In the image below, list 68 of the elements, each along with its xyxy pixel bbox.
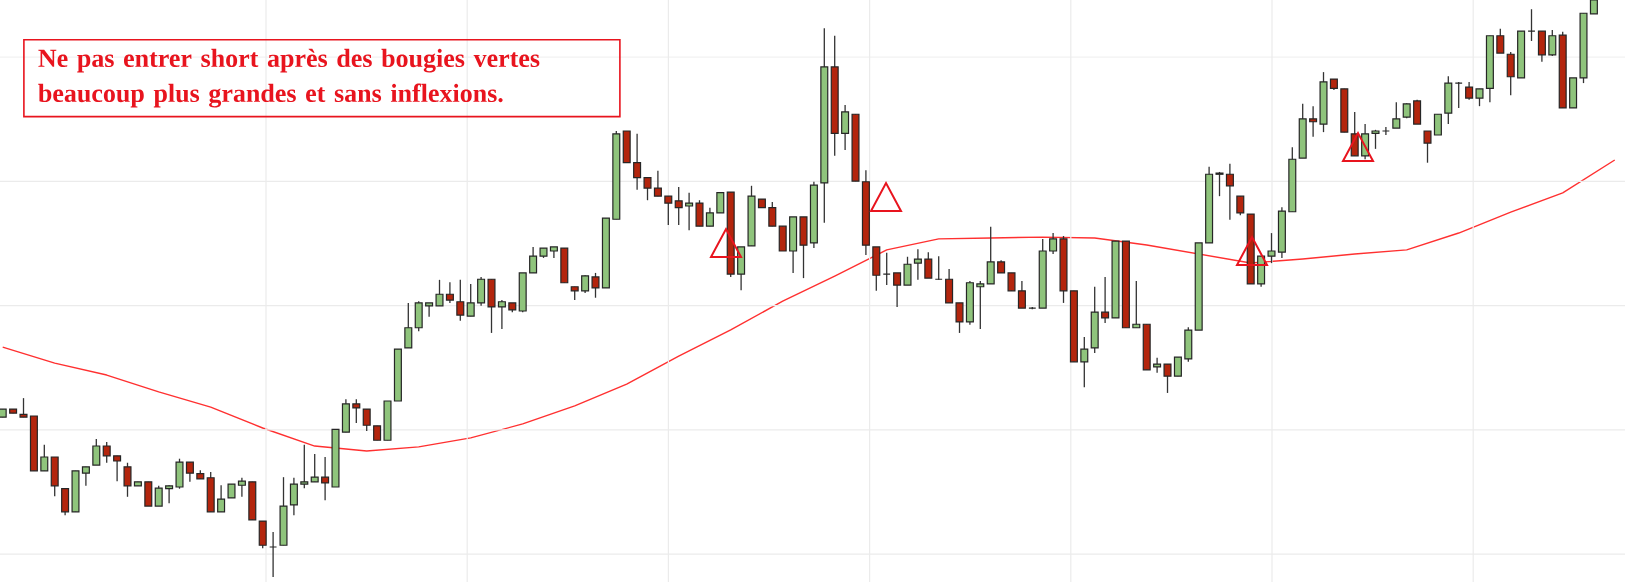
candlestick xyxy=(1225,163,1234,221)
candlestick xyxy=(976,280,985,330)
candlestick xyxy=(1537,30,1546,63)
candlestick xyxy=(664,195,673,226)
candlestick xyxy=(92,438,101,466)
candlestick xyxy=(1173,356,1182,377)
candlestick xyxy=(591,272,600,299)
candlestick xyxy=(40,444,49,472)
candlestick xyxy=(1101,276,1110,324)
candlestick xyxy=(1267,232,1276,264)
candlestick xyxy=(1423,130,1432,164)
candlestick xyxy=(466,283,475,317)
candlestick xyxy=(289,477,298,516)
candlestick xyxy=(674,186,683,226)
candlestick xyxy=(986,226,995,285)
candlestick xyxy=(1392,101,1401,129)
candlestick xyxy=(924,251,933,279)
candlestick xyxy=(185,461,194,483)
candlestick xyxy=(1236,195,1245,216)
candlestick xyxy=(945,268,954,304)
candlestick xyxy=(1496,28,1505,54)
candlestick xyxy=(19,397,28,418)
candlestick xyxy=(1017,280,1026,309)
candlestick xyxy=(903,256,912,286)
candlestick xyxy=(477,276,486,307)
candlestick xyxy=(913,248,922,281)
candlestick xyxy=(955,302,964,334)
candlestick xyxy=(1413,99,1422,125)
candlestick xyxy=(643,177,652,201)
candlestick xyxy=(456,279,465,322)
candlestick xyxy=(362,408,371,432)
candlestick xyxy=(165,484,174,504)
candlestick xyxy=(1506,51,1515,96)
candlestick xyxy=(321,456,330,501)
candlestick xyxy=(300,444,309,489)
candlestick xyxy=(497,299,506,330)
candlestick xyxy=(1049,232,1058,255)
candlestick xyxy=(1433,113,1442,136)
candlestick xyxy=(633,133,642,191)
candlestick xyxy=(352,398,361,424)
candlestick xyxy=(685,192,694,231)
candlestick xyxy=(1080,336,1089,388)
candlestick xyxy=(1153,357,1162,374)
candlestick xyxy=(61,488,70,516)
candlestick xyxy=(768,201,777,227)
candlestick xyxy=(102,441,111,464)
candlestick xyxy=(893,272,902,308)
candlestick xyxy=(716,192,725,214)
candlestick xyxy=(1309,105,1318,138)
candlestick xyxy=(154,485,163,507)
candlestick xyxy=(705,207,714,227)
candlestick xyxy=(1163,363,1172,394)
candlestick xyxy=(529,246,538,274)
candlestick xyxy=(123,462,132,498)
candlestick xyxy=(653,170,662,197)
candlestick xyxy=(1548,29,1557,57)
candlestick xyxy=(404,302,413,349)
candlestick xyxy=(445,281,454,304)
candlestick xyxy=(841,104,850,151)
candlestick xyxy=(425,302,434,318)
candlestick xyxy=(113,455,122,482)
candlestick xyxy=(217,484,226,513)
candlestick xyxy=(237,477,246,498)
candlestick xyxy=(1215,171,1224,197)
annotation: Ne pas entrer short après des bougies vertes beaucoup plus grandes et sans inflexions. xyxy=(38,48,540,108)
candlestick xyxy=(81,466,90,487)
candlestick xyxy=(435,279,444,307)
candlestick xyxy=(695,199,704,227)
